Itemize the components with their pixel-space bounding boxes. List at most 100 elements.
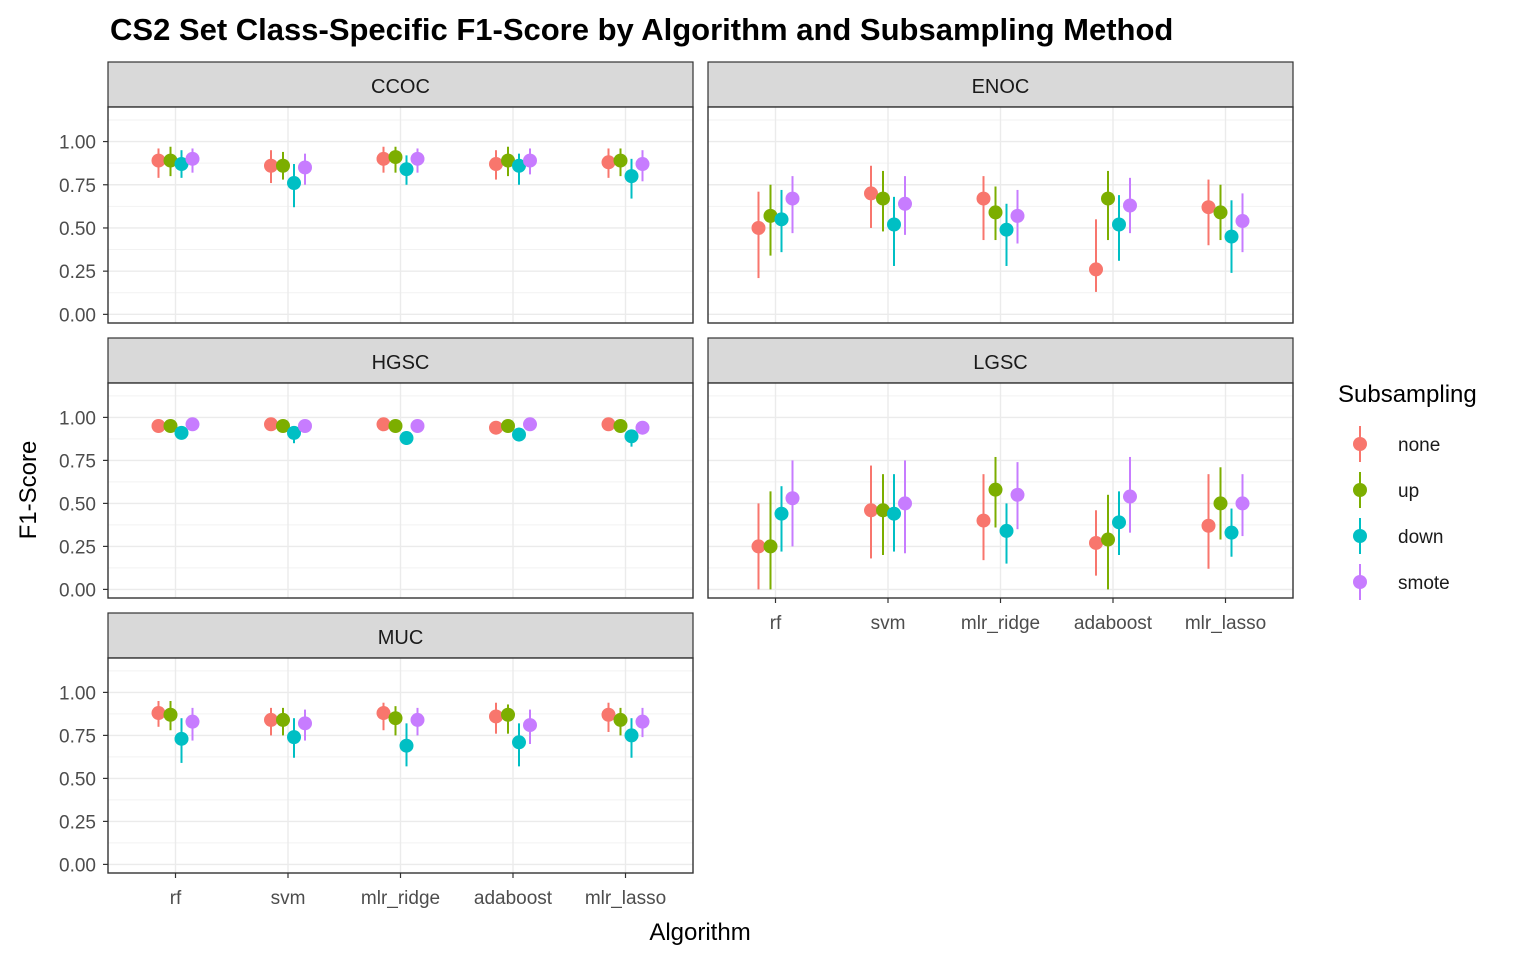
data-point — [898, 196, 912, 211]
data-point — [376, 417, 391, 432]
data-point — [864, 186, 878, 201]
x-tick-label: adaboost — [1074, 613, 1153, 634]
data-point — [376, 151, 391, 166]
data-point — [887, 506, 901, 521]
data-point — [1112, 217, 1126, 232]
legend-item-smote: smote — [1353, 564, 1450, 600]
data-point — [999, 523, 1014, 538]
data-point — [523, 153, 537, 168]
data-point — [1089, 262, 1103, 277]
data-point — [876, 503, 890, 518]
data-point — [523, 718, 537, 733]
x-tick-label: rf — [770, 613, 782, 634]
data-point — [1235, 496, 1250, 511]
panels: CCOC 0.00 0.25 0.50 0.75 1.00 ENOC HGSC 0.00 0.25… — [59, 61, 1294, 909]
x-tick-label: mlr_lasso — [585, 888, 666, 909]
data-point — [1201, 200, 1216, 215]
panel-border — [707, 106, 1294, 324]
data-point — [410, 712, 425, 727]
data-point — [774, 212, 789, 227]
data-point — [151, 419, 166, 433]
data-point — [264, 712, 278, 727]
data-point — [613, 419, 628, 433]
data-point — [399, 431, 414, 446]
data-point — [1235, 214, 1250, 229]
y-tick-label: 0.50 — [59, 769, 96, 790]
data-point — [1224, 229, 1239, 244]
data-point — [376, 706, 391, 721]
data-point — [601, 417, 616, 432]
y-tick-label: 1.00 — [59, 133, 96, 154]
data-point — [785, 491, 800, 506]
facet-strip-label: MUC — [378, 627, 424, 649]
y-tick-label: 0.00 — [59, 855, 96, 876]
panel-border — [107, 106, 694, 324]
y-tick-label: 0.25 — [59, 812, 96, 833]
data-point — [151, 153, 166, 168]
data-point — [276, 158, 290, 173]
x-tick-label: mlr_ridge — [361, 888, 440, 909]
legend-item-down: down — [1353, 518, 1443, 554]
data-point — [635, 714, 650, 729]
facet-strip-label: CCOC — [371, 76, 430, 98]
data-point — [763, 208, 778, 223]
data-point — [298, 716, 312, 731]
legend: Subsampling none up down smote — [1338, 381, 1477, 600]
data-point — [399, 162, 414, 177]
x-tick-label: adaboost — [474, 888, 553, 909]
data-point — [1123, 198, 1137, 213]
data-point — [1112, 515, 1126, 530]
data-point — [1101, 532, 1115, 547]
legend-label: smote — [1398, 573, 1450, 594]
data-point — [489, 709, 503, 724]
data-point — [601, 707, 616, 722]
facet-strip-label: ENOC — [972, 76, 1030, 98]
data-point — [1010, 208, 1025, 223]
data-point — [501, 153, 515, 168]
data-point — [185, 714, 200, 729]
data-point — [185, 417, 200, 432]
data-point — [512, 427, 526, 442]
data-point — [264, 158, 278, 173]
legend-key-point — [1353, 483, 1367, 497]
y-tick-label: 0.50 — [59, 219, 96, 240]
data-point — [751, 220, 766, 235]
data-point — [388, 711, 403, 726]
data-point — [1213, 205, 1228, 220]
y-tick-label: 0.25 — [59, 537, 96, 558]
data-point — [512, 735, 526, 750]
data-point — [988, 482, 1003, 497]
data-point — [976, 513, 991, 528]
data-point — [163, 419, 178, 433]
x-tick-label: mlr_lasso — [1185, 613, 1266, 634]
data-point — [501, 707, 515, 722]
x-tick-label: svm — [271, 888, 306, 909]
y-tick-label: 1.00 — [59, 683, 96, 704]
data-point — [624, 429, 639, 444]
data-point — [774, 506, 789, 521]
legend-label: none — [1398, 435, 1440, 456]
data-point — [1213, 496, 1228, 511]
data-point — [174, 157, 189, 172]
data-point — [635, 157, 650, 172]
y-tick-label: 1.00 — [59, 408, 96, 429]
panel-border — [107, 657, 694, 874]
data-point — [287, 730, 301, 745]
y-axis-title: F1-Score — [15, 441, 42, 540]
legend-key-point — [1353, 529, 1367, 543]
data-point — [887, 217, 901, 232]
data-point — [876, 191, 890, 206]
data-point — [388, 150, 403, 165]
legend-key-point — [1353, 437, 1367, 451]
data-point — [1101, 191, 1115, 206]
data-point — [298, 419, 312, 433]
legend-title: Subsampling — [1338, 381, 1477, 408]
data-point — [287, 425, 301, 440]
data-point — [276, 419, 290, 433]
data-point — [410, 151, 425, 166]
y-tick-label: 0.00 — [59, 580, 96, 601]
data-point — [864, 503, 878, 518]
data-point — [174, 425, 189, 440]
legend-key-point — [1353, 575, 1367, 589]
